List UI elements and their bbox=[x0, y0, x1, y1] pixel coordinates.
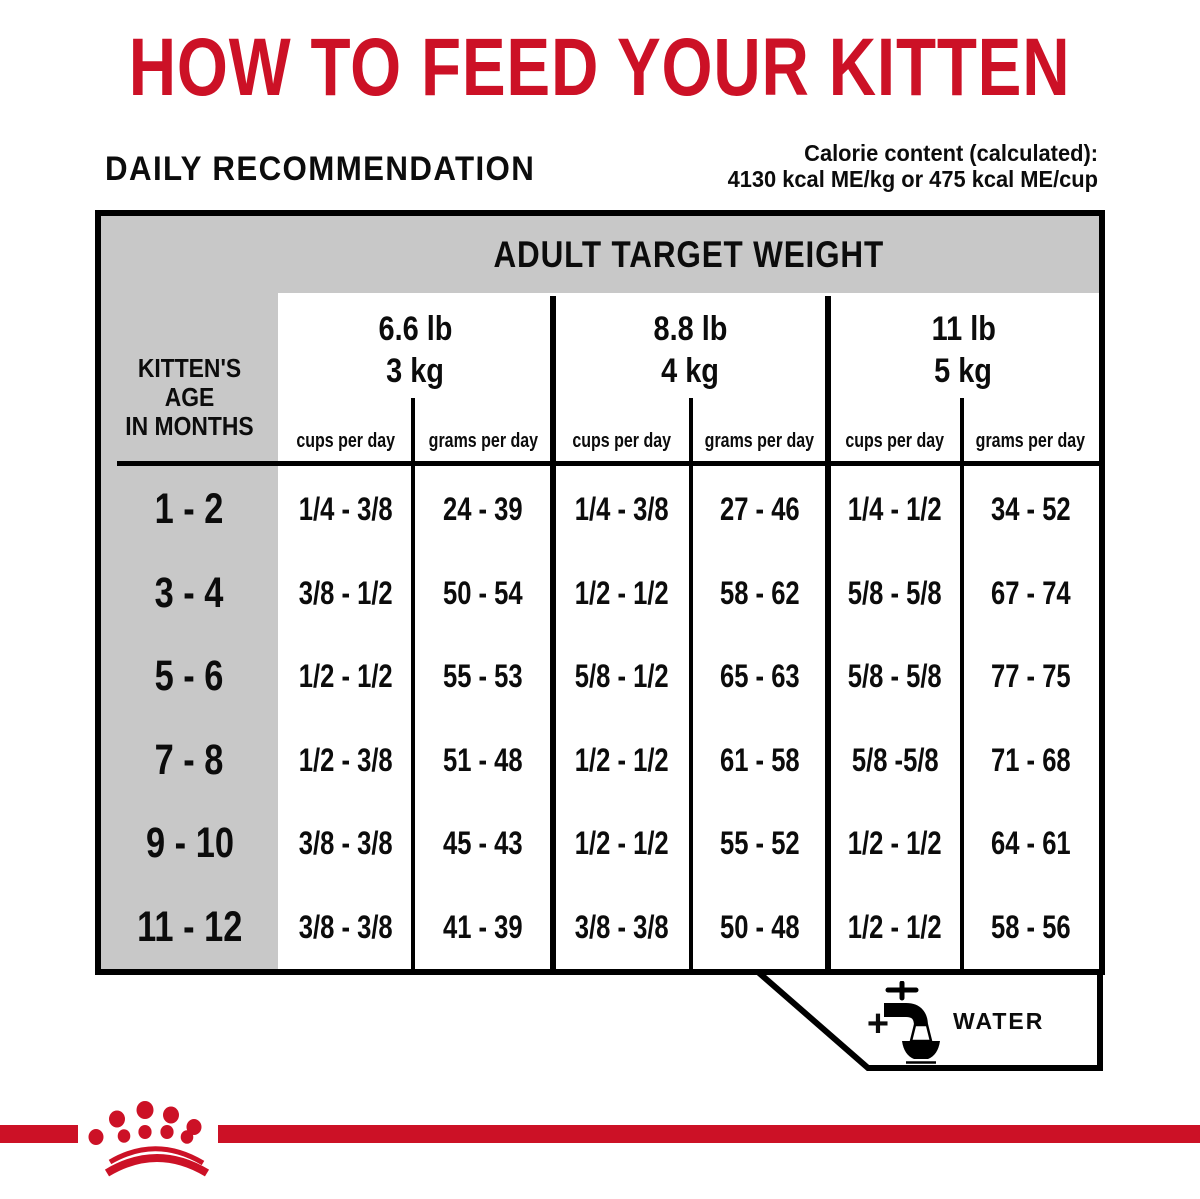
data-cell: 45 - 43 bbox=[443, 825, 523, 862]
weight-3-lb: 11 lb bbox=[931, 310, 996, 348]
data-cell: 50 - 54 bbox=[443, 574, 523, 611]
age-cell: 7 - 8 bbox=[155, 735, 224, 784]
data-cell: 1/2 - 3/8 bbox=[298, 741, 393, 778]
water-callout-shape bbox=[752, 969, 1103, 1071]
page-title: HOW TO FEED YOUR KITTEN bbox=[129, 22, 1071, 113]
weight-1-kg: 3 kg bbox=[386, 352, 445, 390]
age-cell: 5 - 6 bbox=[155, 652, 224, 701]
grams-header-2: grams per day bbox=[704, 429, 815, 452]
header-underline bbox=[117, 461, 1099, 466]
table-data-grid: 1 - 2 1/4 - 3/8 24 - 39 1/4 - 3/8 27 - 4… bbox=[101, 468, 1099, 969]
brand-band-right bbox=[218, 1125, 1200, 1143]
data-cell: 1/2 - 1/2 bbox=[848, 908, 942, 945]
data-cell: 1/2 - 1/2 bbox=[298, 658, 393, 695]
subcolumn-divider-2 bbox=[689, 398, 693, 969]
subcolumn-divider-1 bbox=[411, 398, 415, 969]
weight-2-lb: 8.8 lb bbox=[653, 310, 728, 348]
data-cell: 27 - 46 bbox=[719, 491, 800, 528]
feeding-table: ADULT TARGET WEIGHT KITTEN'S AGE IN MONT… bbox=[95, 210, 1105, 975]
weight-2-kg: 4 kg bbox=[661, 352, 720, 390]
calorie-content-note: Calorie content (calculated): 4130 kcal … bbox=[672, 140, 1098, 192]
data-cell: 51 - 48 bbox=[443, 741, 523, 778]
weight-group-1-header: 6.6 lb 3 kg bbox=[278, 308, 553, 398]
data-cell: 55 - 52 bbox=[719, 825, 800, 862]
weight-group-2-header: 8.8 lb 4 kg bbox=[553, 308, 828, 398]
water-faucet-icon bbox=[884, 981, 940, 1064]
data-cell: 1/2 - 1/2 bbox=[848, 825, 942, 862]
data-cell: 77 - 75 bbox=[990, 658, 1071, 695]
data-cell: 3/8 - 3/8 bbox=[298, 825, 393, 862]
data-cell: 3/8 - 3/8 bbox=[298, 908, 393, 945]
data-cell: 67 - 74 bbox=[990, 574, 1071, 611]
data-cell: 34 - 52 bbox=[990, 491, 1071, 528]
data-cell: 3/8 - 3/8 bbox=[575, 908, 669, 945]
age-cell: 9 - 10 bbox=[145, 819, 234, 868]
age-cell: 1 - 2 bbox=[155, 485, 224, 534]
data-cell: 65 - 63 bbox=[719, 658, 800, 695]
daily-recommendation-heading: DAILY RECOMMENDATION bbox=[105, 150, 536, 188]
kittens-age-label: KITTEN'S AGE IN MONTHS bbox=[112, 354, 268, 441]
data-cell: 1/2 - 1/2 bbox=[575, 825, 669, 862]
data-cell: 5/8 -5/8 bbox=[851, 741, 939, 778]
data-cell: 1/4 - 1/2 bbox=[848, 491, 942, 528]
data-cell: 5/8 - 5/8 bbox=[848, 658, 942, 695]
age-label-line3: IN MONTHS bbox=[125, 411, 254, 441]
royal-canin-crown-logo bbox=[88, 1101, 210, 1177]
data-cell: 58 - 62 bbox=[719, 574, 800, 611]
age-cell: 3 - 4 bbox=[155, 568, 224, 617]
data-cell: 41 - 39 bbox=[443, 908, 523, 945]
data-cell: 1/4 - 3/8 bbox=[575, 491, 669, 528]
age-cell: 11 - 12 bbox=[136, 902, 243, 951]
data-cell: 71 - 68 bbox=[990, 741, 1071, 778]
water-label: WATER bbox=[953, 1008, 1045, 1034]
data-cell: 55 - 53 bbox=[443, 658, 523, 695]
subcolumn-divider-3 bbox=[960, 398, 964, 969]
data-cell: 5/8 - 1/2 bbox=[575, 658, 669, 695]
data-cell: 3/8 - 1/2 bbox=[298, 574, 393, 611]
calorie-line-1: Calorie content (calculated): bbox=[804, 140, 1098, 166]
data-cell: 1/2 - 1/2 bbox=[575, 741, 669, 778]
group-divider-1 bbox=[550, 296, 556, 969]
weight-1-lb: 6.6 lb bbox=[378, 310, 453, 348]
weight-3-kg: 5 kg bbox=[934, 352, 993, 390]
cups-header-1: cups per day bbox=[296, 429, 395, 452]
data-cell: 24 - 39 bbox=[443, 491, 523, 528]
weight-group-3-header: 11 lb 5 kg bbox=[828, 308, 1099, 398]
cups-header-3: cups per day bbox=[845, 429, 945, 452]
data-cell: 61 - 58 bbox=[719, 741, 800, 778]
cups-header-2: cups per day bbox=[572, 429, 672, 452]
group-divider-2 bbox=[825, 296, 831, 969]
calorie-line-2: 4130 kcal ME/kg or 475 kcal ME/cup bbox=[727, 166, 1098, 192]
age-column-background bbox=[101, 216, 278, 969]
data-cell: 58 - 56 bbox=[990, 908, 1071, 945]
grams-header-3: grams per day bbox=[975, 429, 1086, 452]
grams-header-1: grams per day bbox=[428, 429, 538, 452]
data-cell: 1/4 - 3/8 bbox=[298, 491, 393, 528]
age-label-line2: AGE bbox=[164, 382, 215, 412]
plus-sign: + bbox=[866, 1003, 890, 1045]
data-cell: 1/2 - 1/2 bbox=[575, 574, 669, 611]
data-cell: 50 - 48 bbox=[719, 908, 800, 945]
data-cell: 5/8 - 5/8 bbox=[848, 574, 942, 611]
adult-target-weight-label: ADULT TARGET WEIGHT bbox=[493, 233, 884, 275]
age-label-line1: KITTEN'S bbox=[137, 353, 242, 383]
data-cell: 64 - 61 bbox=[990, 825, 1071, 862]
brand-band-left bbox=[0, 1125, 78, 1143]
